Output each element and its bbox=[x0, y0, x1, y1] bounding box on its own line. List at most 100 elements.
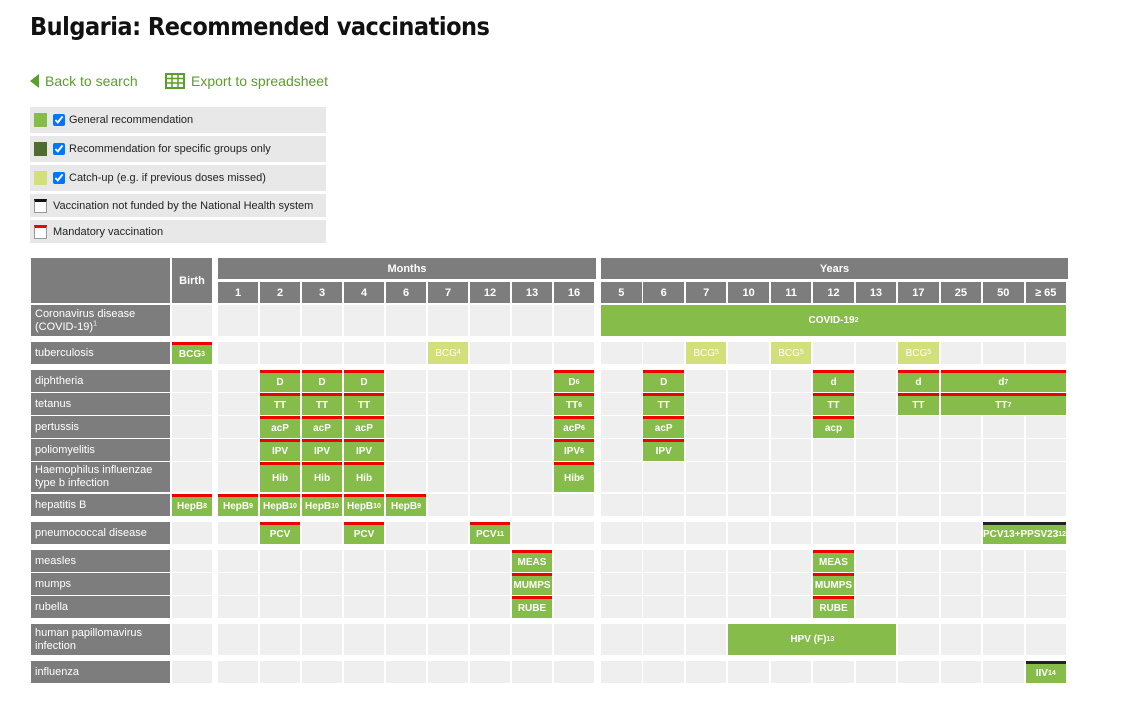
vaccine-name: TT bbox=[995, 400, 1008, 411]
empty-cell bbox=[601, 624, 642, 655]
empty-cell bbox=[470, 661, 510, 683]
export-link[interactable]: Export to spreadsheet bbox=[165, 73, 328, 89]
export-text[interactable]: Export to spreadsheet bbox=[191, 73, 328, 89]
vaccine-name: TT bbox=[657, 400, 670, 411]
legend-checkbox[interactable] bbox=[53, 143, 65, 155]
empty-cell bbox=[940, 522, 982, 544]
legend-item: Vaccination not funded by the National H… bbox=[30, 194, 326, 217]
header-age: 11 bbox=[770, 282, 812, 303]
row-label-text: tuberculosis bbox=[35, 347, 94, 360]
vaccine-name: BCG bbox=[905, 347, 928, 359]
empty-cell bbox=[983, 596, 1024, 618]
header-age: 13 bbox=[855, 282, 897, 303]
legend-swatch bbox=[34, 224, 47, 239]
empty-cell bbox=[855, 462, 897, 492]
row-label: poliomyelitis bbox=[31, 439, 170, 461]
row-label: diphtheria bbox=[31, 370, 170, 392]
empty-cell bbox=[728, 550, 769, 572]
empty-cell bbox=[386, 522, 426, 544]
vaccination: RUBE bbox=[512, 596, 552, 618]
empty-cell bbox=[601, 573, 642, 595]
empty-cell bbox=[855, 416, 897, 438]
empty-cell bbox=[1025, 494, 1066, 516]
empty-cell bbox=[898, 596, 939, 618]
empty-cell bbox=[344, 573, 384, 595]
empty-cell bbox=[470, 370, 510, 392]
header-age: 4 bbox=[344, 282, 384, 303]
empty-cell bbox=[770, 462, 812, 492]
empty-cell bbox=[728, 522, 769, 544]
header-years: Years bbox=[601, 258, 1068, 279]
empty-cell bbox=[512, 439, 552, 461]
empty-cell bbox=[940, 462, 982, 492]
vaccine-name: IPV bbox=[271, 446, 289, 457]
empty-cell bbox=[218, 550, 258, 572]
back-link[interactable]: Back to search bbox=[30, 73, 138, 89]
empty-cell bbox=[728, 342, 769, 364]
empty-cell bbox=[685, 494, 727, 516]
vaccine-name: D bbox=[568, 377, 576, 388]
vaccine-name: HepB bbox=[390, 501, 418, 512]
empty-cell bbox=[512, 494, 552, 516]
header-age: 5 bbox=[601, 282, 642, 303]
vaccination: BCG 5 bbox=[898, 342, 939, 364]
empty-cell bbox=[554, 305, 594, 336]
vaccination: IPV bbox=[260, 439, 300, 461]
empty-cell bbox=[898, 494, 939, 516]
empty-cell bbox=[218, 462, 258, 492]
empty-cell bbox=[601, 661, 642, 683]
empty-cell bbox=[554, 522, 594, 544]
empty-cell bbox=[685, 393, 727, 415]
legend-checkbox[interactable] bbox=[53, 172, 65, 184]
row-label-name: pertussis bbox=[35, 420, 80, 433]
row-label: rubella bbox=[31, 596, 170, 618]
vaccine-name: HepB bbox=[263, 501, 290, 512]
vaccination: MEAS bbox=[512, 550, 552, 572]
vaccine-name: d bbox=[998, 377, 1005, 388]
vaccination: TT bbox=[260, 393, 300, 415]
spreadsheet-icon bbox=[165, 73, 185, 89]
empty-cell bbox=[685, 439, 727, 461]
empty-cell bbox=[172, 462, 212, 492]
row-label: measles bbox=[31, 550, 170, 572]
row-label-text: tetanus bbox=[35, 398, 71, 411]
vaccine-name: MEAS bbox=[517, 557, 547, 568]
empty-cell bbox=[554, 661, 594, 683]
empty-cell bbox=[428, 393, 468, 415]
empty-cell bbox=[302, 550, 342, 572]
empty-cell bbox=[344, 596, 384, 618]
empty-cell bbox=[470, 550, 510, 572]
empty-cell bbox=[172, 522, 212, 544]
empty-cell bbox=[386, 342, 426, 364]
row-label-name: hepatitis B bbox=[35, 498, 87, 511]
empty-cell bbox=[940, 494, 982, 516]
vaccination: PCV bbox=[344, 522, 384, 544]
empty-cell bbox=[512, 462, 552, 492]
vaccination: Hib bbox=[260, 462, 300, 492]
empty-cell bbox=[813, 522, 854, 544]
vaccine-name: BCG bbox=[778, 347, 800, 359]
legend-label: Catch-up (e.g. if previous doses missed) bbox=[69, 172, 266, 184]
legend-item: General recommendation bbox=[30, 107, 326, 133]
vaccine-name: Hib bbox=[271, 473, 289, 484]
vaccination: d bbox=[813, 370, 854, 392]
back-text[interactable]: Back to search bbox=[45, 73, 138, 89]
row-label: Coronavirus disease (COVID-19)1 bbox=[31, 305, 170, 336]
vaccine-name: D bbox=[360, 377, 368, 388]
vaccination: acP bbox=[260, 416, 300, 438]
legend-checkbox[interactable] bbox=[53, 114, 65, 126]
row-label-text: pneumococcal disease bbox=[35, 527, 147, 540]
empty-cell bbox=[685, 573, 727, 595]
empty-cell bbox=[386, 573, 426, 595]
empty-cell bbox=[218, 522, 258, 544]
empty-cell bbox=[770, 416, 812, 438]
vaccine-name: D bbox=[660, 377, 668, 388]
empty-cell bbox=[643, 596, 684, 618]
row-label-text: pertussis bbox=[35, 421, 79, 434]
empty-cell bbox=[344, 342, 384, 364]
vaccination: PCV bbox=[260, 522, 300, 544]
vaccination: IPV bbox=[302, 439, 342, 461]
empty-cell bbox=[260, 661, 300, 683]
empty-cell bbox=[898, 624, 939, 655]
empty-cell bbox=[218, 596, 258, 618]
